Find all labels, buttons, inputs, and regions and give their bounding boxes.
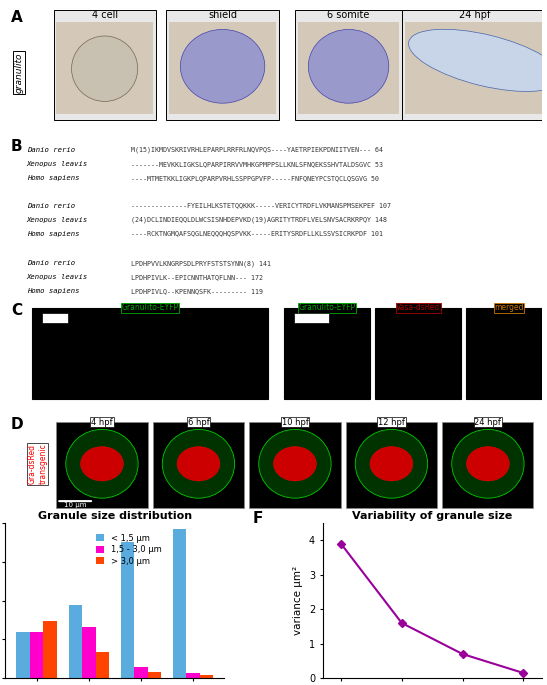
Text: Gra-dsRed
transgenic: Gra-dsRed transgenic bbox=[28, 443, 48, 484]
Text: ----RCKTNGMQAFSQGLNEQQQHQSPVKK-----ERITYSRDFLLKLSSVSICRKPDF 101: ----RCKTNGMQAFSQGLNEQQQHQSPVKK-----ERITY… bbox=[131, 231, 383, 236]
Text: B: B bbox=[11, 139, 22, 154]
Text: 12 hpf: 12 hpf bbox=[378, 418, 405, 427]
Text: A: A bbox=[11, 10, 22, 25]
Bar bbox=[32, 308, 268, 399]
Text: -------MEVKKLIGKSLQPARPIRRVVMHKGPMPPSLLKNLSFNQEKSSHVTALDSGVC 53: -------MEVKKLIGKSLQPARPIRRVVMHKGPMPPSLLK… bbox=[131, 161, 383, 166]
Text: Danio rerio: Danio rerio bbox=[27, 203, 75, 209]
Ellipse shape bbox=[80, 447, 124, 481]
Text: ----MTMETKKLIGKPLQPARPVRHLSSPPGPVFP-----FNFQNEYPCSTQCLQSGVG 50: ----MTMETKKLIGKPLQPARPVRHLSSPPGPVFP-----… bbox=[131, 175, 380, 181]
Text: Granulito-EYFP: Granulito-EYFP bbox=[299, 303, 356, 312]
Bar bbox=[405, 23, 544, 114]
Text: Homo sapiens: Homo sapiens bbox=[27, 175, 79, 181]
Text: Granulito-EYFP: Granulito-EYFP bbox=[121, 303, 179, 312]
Bar bbox=[186, 673, 200, 678]
Ellipse shape bbox=[72, 36, 138, 101]
Text: 10 hpf: 10 hpf bbox=[282, 418, 309, 427]
Text: Xenopus leavis: Xenopus leavis bbox=[27, 216, 88, 223]
Title: Variability of granule size: Variability of granule size bbox=[352, 511, 512, 521]
Bar bbox=[44, 621, 57, 678]
Ellipse shape bbox=[274, 447, 316, 481]
Bar bbox=[467, 308, 547, 399]
Text: --------------FYEILHLKSTETQQKKK-----VERICYTRDFLVKMANSPMSEKPEF 107: --------------FYEILHLKSTETQQKKK-----VERI… bbox=[131, 203, 392, 209]
Text: 4 hpf: 4 hpf bbox=[91, 418, 113, 427]
Text: F: F bbox=[253, 510, 263, 525]
Ellipse shape bbox=[259, 429, 331, 498]
Bar bbox=[200, 675, 213, 678]
Text: LPDHPIVLQ--KPENNQSFK--------- 119: LPDHPIVLQ--KPENNQSFK--------- 119 bbox=[131, 288, 264, 294]
Bar bbox=[148, 672, 161, 678]
Ellipse shape bbox=[355, 429, 428, 498]
Text: granulito: granulito bbox=[14, 52, 24, 92]
Ellipse shape bbox=[181, 29, 265, 103]
Bar bbox=[16, 632, 30, 678]
Ellipse shape bbox=[309, 29, 389, 103]
Text: 3 somite: 3 somite bbox=[295, 314, 328, 323]
Text: merged: merged bbox=[494, 303, 524, 312]
Bar bbox=[134, 667, 148, 678]
Ellipse shape bbox=[467, 447, 509, 481]
Text: 24 hpf: 24 hpf bbox=[459, 10, 490, 21]
Ellipse shape bbox=[177, 447, 220, 481]
Ellipse shape bbox=[162, 429, 235, 498]
Text: (24)DCLINDIEQQLDLWCSISNHDEPVKD(19)AGRITYTRDFLVELSNVSACRKRPQY 148: (24)DCLINDIEQQLDLWCSISNHDEPVKD(19)AGRITY… bbox=[131, 216, 387, 223]
Bar bbox=[30, 632, 44, 678]
Bar bbox=[249, 421, 340, 508]
Bar bbox=[284, 308, 370, 399]
Ellipse shape bbox=[370, 447, 413, 481]
Bar bbox=[153, 421, 244, 508]
Text: 6 hpf: 6 hpf bbox=[188, 418, 210, 427]
Bar bbox=[346, 421, 437, 508]
Bar bbox=[82, 627, 96, 678]
Bar bbox=[169, 23, 276, 114]
Text: Danio rerio: Danio rerio bbox=[27, 147, 75, 153]
Legend: < 1,5 μm, 1,5 - 3,0 μm, > 3,0 μm: < 1,5 μm, 1,5 - 3,0 μm, > 3,0 μm bbox=[93, 530, 165, 569]
Ellipse shape bbox=[452, 429, 524, 498]
Bar bbox=[298, 23, 399, 114]
Text: M(15)IKMDVSKRIVRHLEPARPLRRFRLNQVPQS----YAETRPIEKPDNIITVEN--- 64: M(15)IKMDVSKRIVRHLEPARPLRRFRLNQVPQS----Y… bbox=[131, 147, 383, 153]
Bar bbox=[120, 542, 134, 678]
Text: 6 somite: 6 somite bbox=[327, 10, 370, 21]
Text: LPDHPVVLKNGRPSDLPRYFSTSTSYNN(8) 141: LPDHPVVLKNGRPSDLPRYFSTSTSYNN(8) 141 bbox=[131, 260, 271, 266]
Bar bbox=[166, 10, 279, 120]
Bar bbox=[173, 530, 186, 678]
Text: 24 hpf: 24 hpf bbox=[474, 418, 502, 427]
Text: 10 μm: 10 μm bbox=[64, 502, 86, 508]
Text: Xenopus leavis: Xenopus leavis bbox=[27, 274, 88, 280]
Title: Granule size distribution: Granule size distribution bbox=[38, 511, 192, 521]
Bar bbox=[402, 10, 547, 120]
Text: C: C bbox=[11, 303, 22, 319]
Bar bbox=[54, 10, 155, 120]
Ellipse shape bbox=[409, 29, 547, 92]
Text: Homo sapiens: Homo sapiens bbox=[27, 231, 79, 236]
Text: Vasa-dsRed: Vasa-dsRed bbox=[396, 303, 440, 312]
Text: 4 cell: 4 cell bbox=[91, 10, 118, 21]
Text: shield: shield bbox=[208, 10, 237, 21]
Bar bbox=[96, 651, 109, 678]
Text: D: D bbox=[11, 416, 24, 432]
Bar bbox=[56, 421, 148, 508]
Text: LPDHPIVLK--EPICNNTHATQFLNN--- 172: LPDHPIVLK--EPICNNTHATQFLNN--- 172 bbox=[131, 274, 264, 280]
Ellipse shape bbox=[66, 429, 138, 498]
Text: 24 hpf: 24 hpf bbox=[43, 314, 67, 323]
Bar bbox=[56, 23, 153, 114]
Bar bbox=[375, 308, 461, 399]
Text: Homo sapiens: Homo sapiens bbox=[27, 288, 79, 294]
Bar bbox=[68, 606, 82, 678]
Text: Danio rerio: Danio rerio bbox=[27, 260, 75, 266]
Bar bbox=[295, 10, 402, 120]
Bar bbox=[443, 421, 533, 508]
Y-axis label: variance μm²: variance μm² bbox=[293, 566, 303, 635]
Text: Xenopus leavis: Xenopus leavis bbox=[27, 161, 88, 166]
